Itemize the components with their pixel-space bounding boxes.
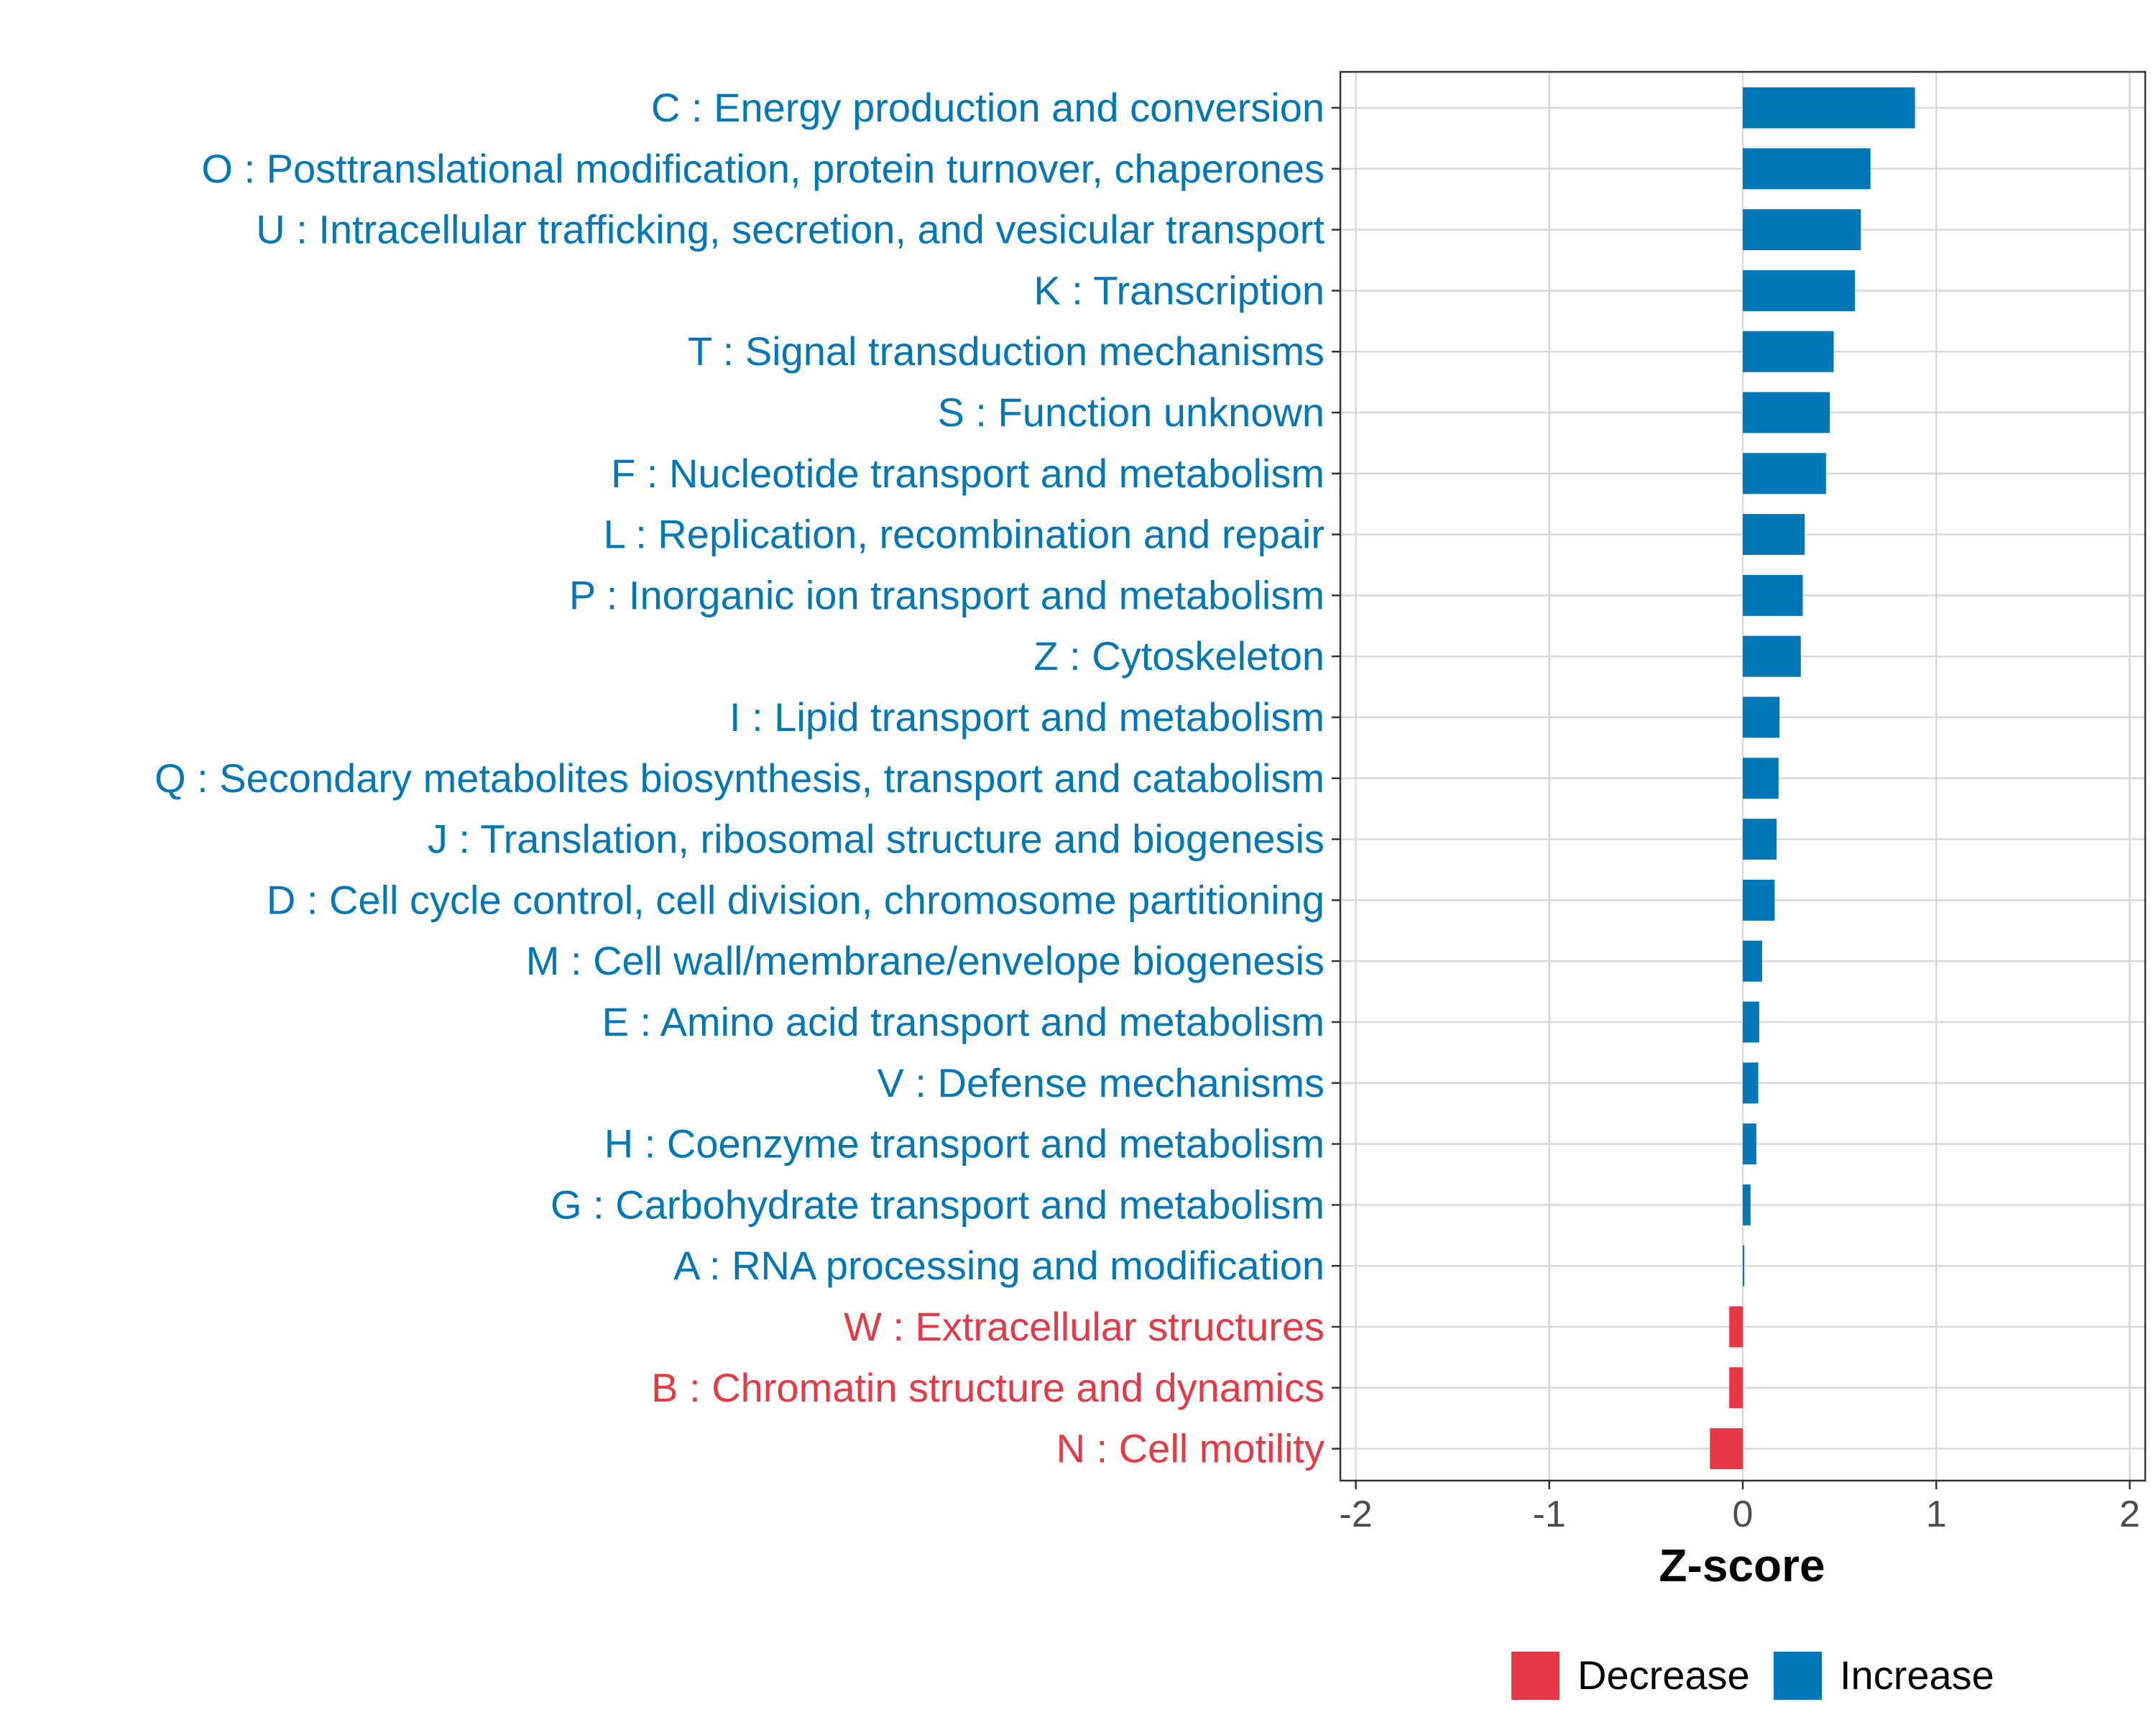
bar: [1729, 1306, 1743, 1348]
legend-label: Increase: [1840, 1652, 1994, 1698]
y-tick-label: G : Carbohydrate transport and metabolis…: [550, 1182, 1325, 1227]
legend: Decrease Increase: [1511, 1652, 1994, 1700]
bar: [1743, 453, 1826, 494]
y-tick-label: H : Coenzyme transport and metabolism: [604, 1121, 1325, 1167]
y-tick-label: U : Intracellular trafficking, secretion…: [256, 207, 1325, 252]
y-tick-label: V : Defense mechanisms: [877, 1060, 1325, 1105]
y-tick-label: F : Nucleotide transport and metabolism: [611, 451, 1325, 496]
bar: [1743, 514, 1805, 556]
bar: [1743, 819, 1777, 860]
x-tick-label: 1: [1926, 1494, 1947, 1535]
legend-swatch: [1774, 1652, 1822, 1700]
bar: [1743, 331, 1834, 372]
y-tick-label: A : RNA processing and modification: [673, 1243, 1325, 1288]
y-tick-label: S : Function unknown: [937, 390, 1325, 435]
bar: [1743, 1245, 1744, 1287]
bar: [1743, 392, 1830, 433]
y-tick-label: B : Chromatin structure and dynamics: [651, 1365, 1325, 1410]
bar: [1743, 758, 1779, 799]
bar: [1743, 940, 1762, 982]
bar: [1743, 635, 1801, 677]
y-tick-label: M : Cell wall/membrane/envelope biogenes…: [526, 938, 1325, 983]
legend-label: Decrease: [1577, 1652, 1750, 1698]
x-tick-label: 0: [1733, 1494, 1754, 1535]
y-tick-label: W : Extracellular structures: [844, 1304, 1325, 1349]
y-tick-label: P : Inorganic ion transport and metaboli…: [569, 572, 1325, 617]
bar: [1743, 1184, 1751, 1225]
bar: [1743, 209, 1861, 251]
x-tick-label: -2: [1339, 1494, 1372, 1535]
y-tick-label: N : Cell motility: [1056, 1426, 1325, 1471]
x-tick-label: 2: [2119, 1494, 2140, 1535]
y-tick-label: J : Translation, ribosomal structure and…: [428, 816, 1325, 862]
bar: [1743, 270, 1856, 311]
x-tick-label: -1: [1533, 1494, 1566, 1535]
y-tick-label: K : Transcription: [1033, 267, 1325, 313]
bar: [1743, 879, 1775, 921]
bars: [1710, 87, 1915, 1470]
x-axis-ticks: -2 -1 0 1 2: [1339, 1481, 2140, 1535]
y-tick-label: C : Energy production and conversion: [651, 85, 1325, 130]
bar: [1743, 696, 1780, 738]
bar: [1743, 574, 1803, 616]
y-tick-label: Q : Secondary metabolites biosynthesis, …: [155, 755, 1325, 801]
bar: [1743, 1062, 1759, 1104]
x-axis-title: Z-score: [1659, 1540, 1825, 1591]
legend-swatch: [1511, 1652, 1560, 1700]
bar: [1729, 1367, 1743, 1409]
bar: [1743, 87, 1915, 129]
y-tick-label: E : Amino acid transport and metabolism: [602, 999, 1325, 1044]
bar: [1710, 1428, 1743, 1470]
bar: [1743, 1123, 1756, 1165]
bar: [1743, 1001, 1759, 1043]
y-tick-label: I : Lipid transport and metabolism: [729, 694, 1325, 740]
y-tick-label: L : Replication, recombination and repai…: [604, 512, 1325, 557]
y-axis-labels: C : Energy production and conversion O : …: [155, 85, 1340, 1471]
y-tick-label: D : Cell cycle control, cell division, c…: [267, 877, 1325, 922]
bar: [1743, 148, 1871, 190]
y-tick-label: O : Posttranslational modification, prot…: [201, 146, 1325, 191]
y-tick-label: T : Signal transduction mechanisms: [688, 328, 1325, 374]
y-tick-label: Z : Cytoskeleton: [1033, 633, 1325, 678]
